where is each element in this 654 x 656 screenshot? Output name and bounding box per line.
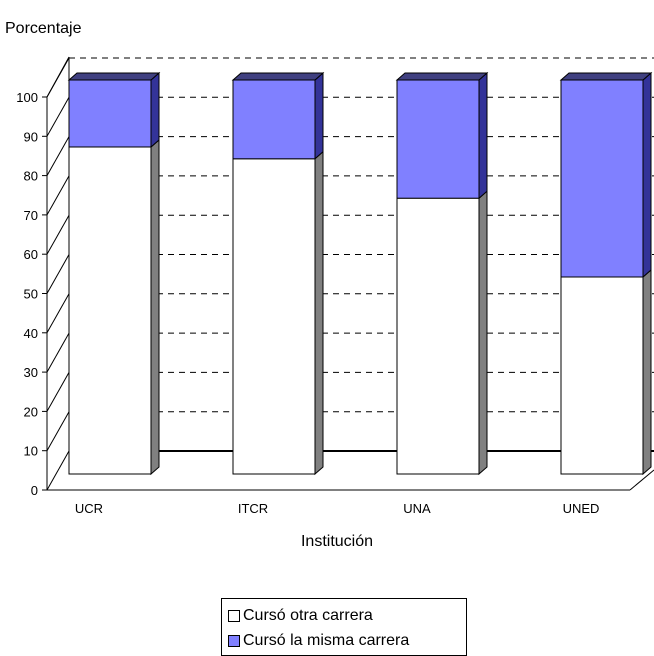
y-tick-label-40: 40 (24, 326, 38, 341)
bar-top-itcr (231, 72, 325, 81)
x-tick-label-ucr: UCR (75, 501, 103, 516)
bar-side-uned-1 (642, 71, 652, 279)
x-tick-label-una: UNA (403, 501, 431, 516)
bar-side-itcr-1 (314, 71, 324, 160)
x-tick-label-itcr: ITCR (238, 501, 268, 516)
bar-side-una-0 (478, 190, 488, 476)
side-wall-top-edge (46, 56, 70, 98)
y-tick-label-90: 90 (24, 129, 38, 144)
legend-item-otra: Cursó otra carrera (228, 603, 466, 628)
legend: Cursó otra carrera Cursó la misma carrer… (221, 598, 467, 656)
side-wall-line-70 (46, 175, 70, 216)
y-axis-title: Porcentaje (5, 20, 82, 37)
y-tick-label-60: 60 (24, 247, 38, 262)
bar-itcr-misma (232, 79, 316, 160)
side-wall-line-60 (46, 214, 70, 255)
y-tick-label-80: 80 (24, 169, 38, 184)
bar-side-una-1 (478, 71, 488, 200)
bar-top-ucr (67, 72, 161, 81)
x-axis-ticks: UCR ITCR UNA UNED (75, 501, 600, 516)
legend-item-misma: Cursó la misma carrera (228, 628, 466, 653)
y-tick-label-70: 70 (24, 208, 38, 223)
legend-swatch-otra (228, 609, 240, 622)
bar-side-uned-0 (642, 268, 652, 476)
legend-label-otra: Cursó otra carrera (243, 606, 373, 624)
bar-itcr-otra (232, 158, 316, 475)
floor-left-edge (46, 450, 70, 491)
bar-uned-misma (560, 79, 644, 278)
bar-una-otra (396, 197, 480, 475)
x-tick-label-uned: UNED (563, 501, 600, 516)
side-wall-line-40 (46, 293, 70, 334)
bar-side-itcr-0 (314, 150, 324, 476)
y-tick-label-10: 10 (24, 444, 38, 459)
side-wall-line-30 (46, 332, 70, 373)
bar-ucr-misma (68, 79, 152, 148)
x-axis-title: Institución (301, 533, 373, 550)
bar-top-una (395, 72, 489, 81)
y-tick-label-30: 30 (24, 365, 38, 380)
floor-right-edge (629, 469, 654, 491)
bar-side-ucr-0 (150, 138, 160, 476)
side-wall-line-20 (46, 372, 70, 412)
y-axis-ticks: 0 10 20 30 40 50 60 70 80 90 100 (16, 90, 47, 498)
side-wall-line-90 (46, 97, 70, 137)
side-wall-line-10 (46, 411, 70, 451)
bar-ucr-otra (68, 146, 152, 475)
bars (67, 71, 653, 476)
y-tick-label-0: 0 (31, 483, 38, 498)
bar-una-misma (396, 79, 480, 199)
y-tick-label-50: 50 (24, 287, 38, 302)
legend-swatch-misma (228, 634, 240, 647)
y-tick-label-20: 20 (24, 404, 38, 419)
legend-label-misma: Cursó la misma carrera (243, 631, 410, 649)
bar-top-uned (559, 72, 653, 81)
side-wall-line-50 (46, 254, 70, 294)
bar-side-ucr-1 (150, 71, 160, 149)
bar-uned-otra (560, 276, 644, 475)
y-tick-label-100: 100 (16, 90, 38, 105)
side-wall-line-80 (46, 136, 70, 176)
